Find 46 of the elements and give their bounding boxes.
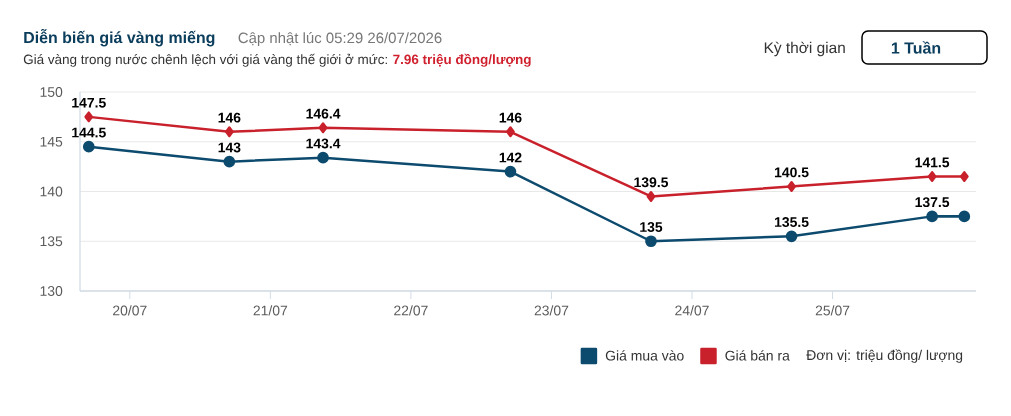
point — [787, 181, 796, 192]
text: Kỳ thời gian — [764, 41, 845, 57]
chart-title: Diễn biến giá vàng miếng — [24, 28, 215, 47]
point — [224, 126, 234, 138]
data-label: 141.5 — [915, 157, 950, 168]
data-label: 135 — [640, 222, 663, 232]
point — [785, 230, 798, 243]
data-label: 140.5 — [774, 167, 809, 178]
data-label: 143 — [218, 142, 241, 153]
x-tick-label: 24/07 — [675, 305, 709, 316]
x-tick-label: 23/07 — [534, 305, 569, 316]
legend-label: Giá bán ra — [725, 350, 790, 361]
y-tick-label: 150 — [40, 87, 63, 97]
point — [646, 191, 656, 202]
data-label: 143.4 — [306, 138, 341, 149]
point — [84, 111, 94, 123]
chart-subtitle: Giá vàng trong nước chênh lệch với giá vàng thế giới ở mức: — [23, 53, 387, 67]
point — [927, 171, 937, 183]
data-label: 135.5 — [774, 217, 809, 228]
data-label: 146 — [218, 112, 241, 123]
data-label: 147.5 — [72, 97, 106, 108]
data-label: 139.5 — [634, 177, 669, 188]
text: 1 Tuần — [891, 41, 941, 54]
legend-label: Giá mua vào — [605, 350, 684, 361]
point — [82, 140, 95, 153]
x-tick-label: 22/07 — [394, 305, 428, 316]
point — [223, 155, 236, 168]
point — [645, 235, 657, 248]
y-tick-label: 140 — [40, 186, 63, 197]
point — [926, 210, 938, 223]
data-label: 137.5 — [915, 197, 950, 208]
y-tick-label: 130 — [40, 286, 63, 296]
x-tick-label: 25/07 — [815, 305, 850, 316]
x-tick-label: 21/07 — [253, 305, 288, 316]
text: Đơn vị: triệu đồng/ lượng — [806, 349, 963, 363]
y-tick-label: 145 — [40, 136, 63, 147]
data-label: 146 — [499, 112, 522, 123]
data-label: 144.5 — [72, 127, 106, 138]
data-label: 142 — [499, 152, 522, 163]
point — [506, 126, 515, 138]
y-tick-label: 135 — [40, 236, 63, 247]
text: Cập nhật lúc 05:29 26/07/2026 — [238, 32, 442, 47]
x-tick-label: 20/07 — [113, 305, 147, 316]
point — [504, 165, 517, 178]
text: 7.96 triệu đồng/lượng — [393, 53, 531, 67]
data-label: 146.4 — [306, 108, 341, 119]
